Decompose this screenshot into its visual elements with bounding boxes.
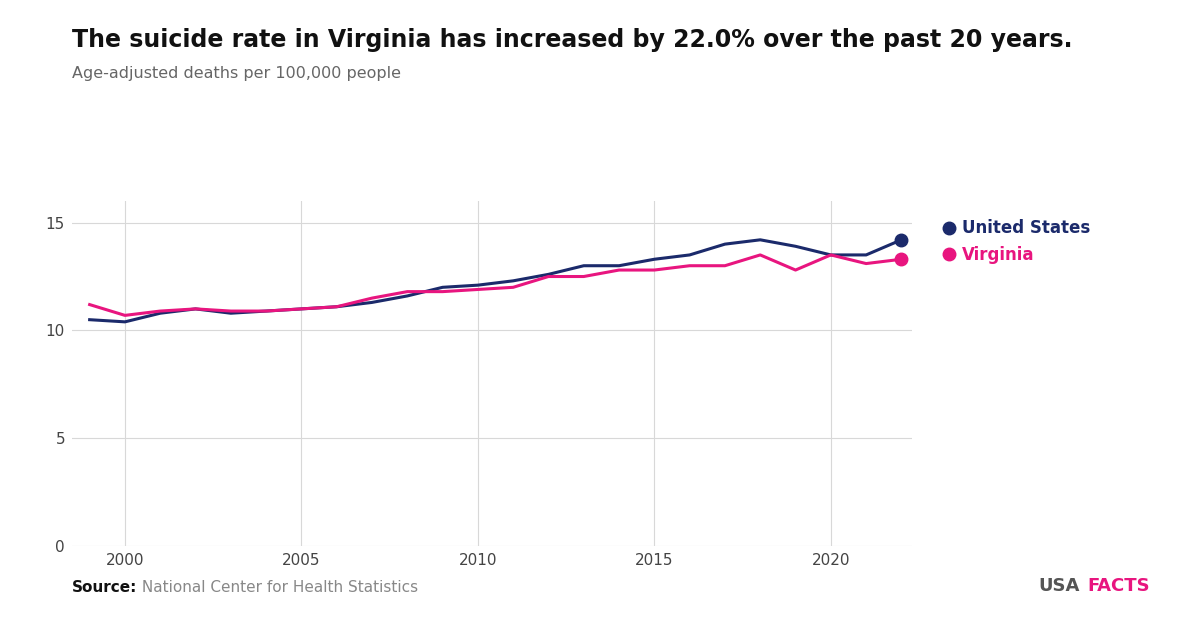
Text: Source:: Source: xyxy=(72,580,137,595)
Text: National Center for Health Statistics: National Center for Health Statistics xyxy=(137,580,418,595)
Text: The suicide rate in Virginia has increased by 22.0% over the past 20 years.: The suicide rate in Virginia has increas… xyxy=(72,28,1073,52)
Legend: United States, Virginia: United States, Virginia xyxy=(937,213,1097,271)
Text: USA: USA xyxy=(1038,577,1079,595)
Text: Age-adjusted deaths per 100,000 people: Age-adjusted deaths per 100,000 people xyxy=(72,66,401,81)
Text: FACTS: FACTS xyxy=(1087,577,1150,595)
